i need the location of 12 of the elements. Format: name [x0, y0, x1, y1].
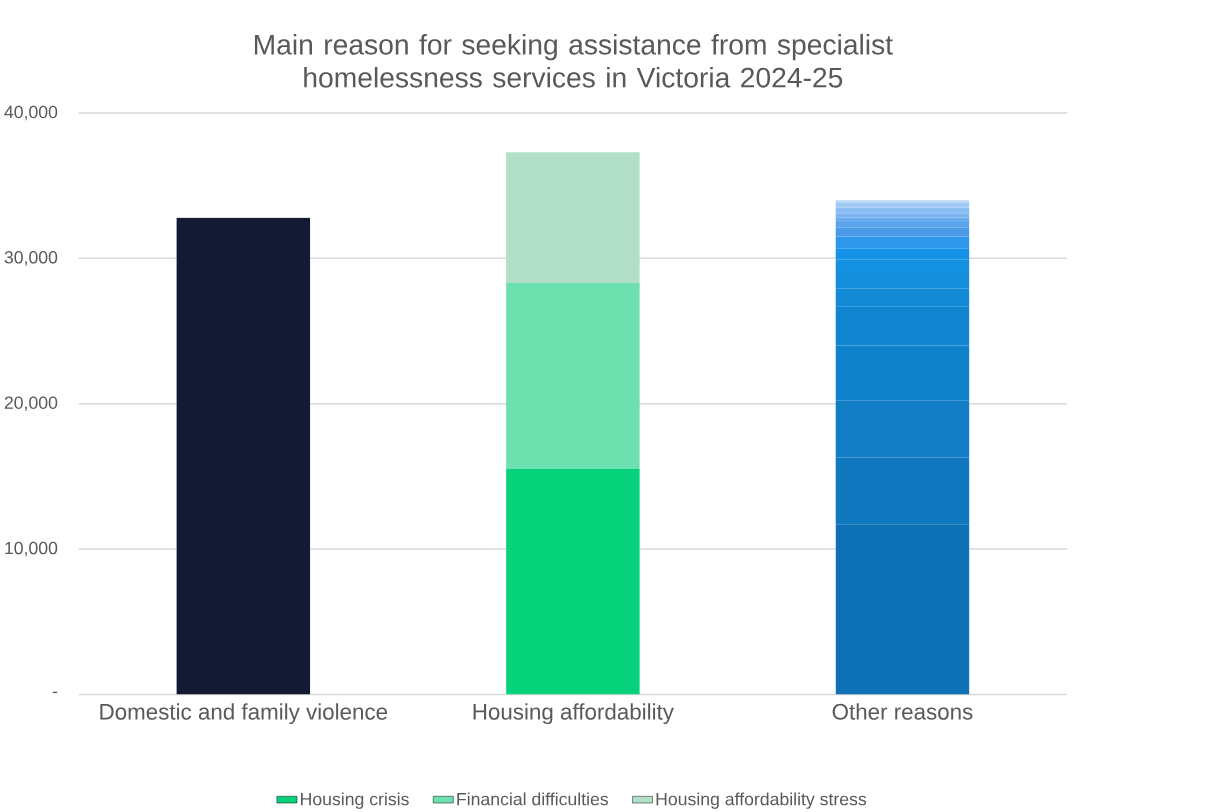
chart-title: Main reason for seeking assistance from specialist homelessness services in Victoria 2024-25 — [254, 34, 893, 88]
y-tick-label: 10,000 — [5, 541, 58, 557]
x-tick-label: Domestic and family violence — [100, 703, 388, 725]
y-tick-label: 30,000 — [4, 251, 58, 266]
legend-label: Financial difficulties — [457, 792, 608, 806]
legend-label: Housing crisis — [301, 792, 409, 810]
legend-label: Housing affordability stress — [656, 792, 867, 810]
y-tick-label: 40,000 — [4, 105, 58, 121]
y-tick-label: - — [52, 691, 58, 694]
y-tick-label: 20,000 — [4, 396, 58, 412]
x-tick-label: Housing affordability — [473, 703, 674, 725]
x-tick-label: Other reasons — [832, 703, 973, 720]
